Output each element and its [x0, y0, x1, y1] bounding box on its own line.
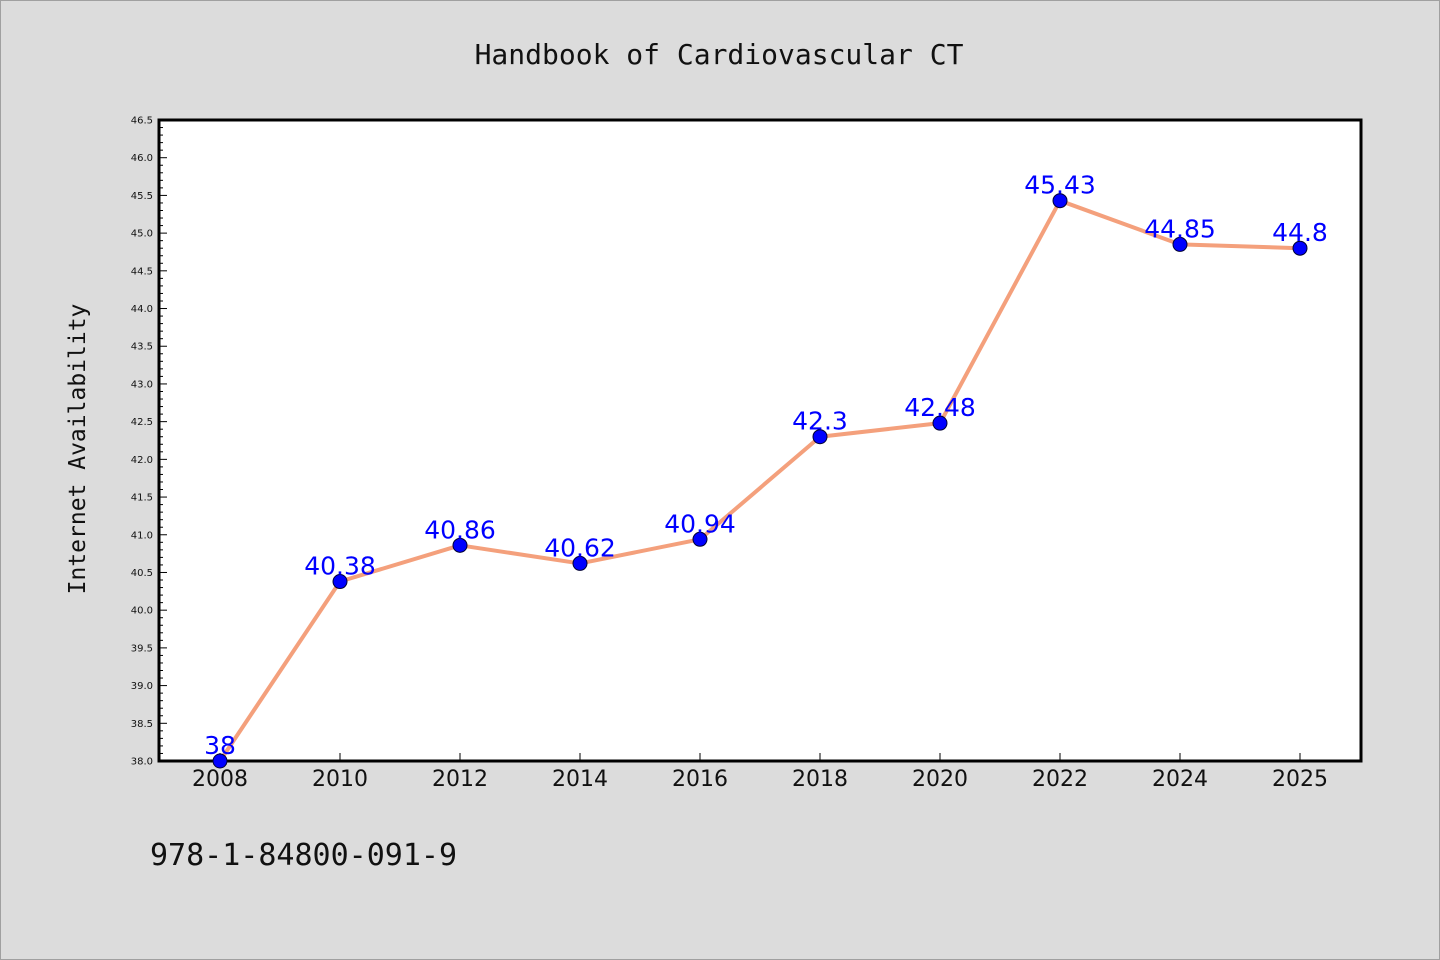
- y-tick-label: 42.5: [131, 417, 153, 428]
- data-label: 42.48: [904, 393, 976, 422]
- y-tick-label: 40.5: [131, 568, 153, 579]
- x-tick-label: 2016: [672, 767, 728, 792]
- footer-isbn: 978-1-84800-091-9: [150, 838, 457, 873]
- y-tick-label: 42.0: [131, 455, 153, 466]
- y-axis-label: Internet Availability: [65, 304, 91, 595]
- y-tick-label: 44.0: [131, 304, 153, 315]
- y-tick-label: 46.5: [131, 116, 153, 127]
- y-tick-label: 39.5: [131, 643, 153, 654]
- data-point: [1172, 236, 1188, 252]
- y-tick-label: 41.5: [131, 493, 153, 504]
- data-label: 42.3: [792, 407, 848, 436]
- y-tick-label: 38.0: [131, 757, 153, 768]
- series-line: [218, 198, 1302, 763]
- data-point: [452, 537, 468, 553]
- x-axis: 2008 2010 2012 2014 2016 2018 2020 2022 2024 2025: [192, 753, 1328, 792]
- y-tick-label: 39.0: [131, 681, 153, 692]
- data-label: 40.38: [304, 552, 376, 581]
- x-tick-label: 2025: [1272, 767, 1328, 792]
- data-point: [1052, 193, 1068, 209]
- data-labels: 38 40.38 40.86 40.62 40.94 42.3 42.48 45.43 44.8…: [204, 171, 1328, 760]
- x-tick-label: 2024: [1152, 767, 1208, 792]
- y-tick-label: 41.0: [131, 530, 153, 541]
- data-label: 40.94: [664, 509, 736, 538]
- chart-title: Handbook of Cardiovascular CT: [475, 38, 964, 71]
- y-tick-label: 45.0: [131, 229, 153, 240]
- data-label: 44.85: [1144, 214, 1216, 243]
- y-axis: 38.0 38.5 39.0 39.5 40.0 40.5 41.0 41.5 42.0 42.5…: [131, 116, 167, 768]
- x-tick-label: 2010: [312, 767, 368, 792]
- x-tick-label: 2022: [1032, 767, 1088, 792]
- x-tick-label: 2012: [432, 767, 488, 792]
- data-point: [1292, 240, 1308, 256]
- data-label: 40.62: [544, 533, 616, 562]
- data-label: 45.43: [1024, 171, 1096, 200]
- x-tick-label: 2020: [912, 767, 968, 792]
- data-point: [932, 415, 948, 431]
- series: [212, 193, 1308, 769]
- x-tick-label: 2014: [552, 767, 608, 792]
- plot-area: [157, 118, 1363, 763]
- data-point: [212, 753, 228, 769]
- y-tick-label: 43.0: [131, 379, 153, 390]
- data-point: [812, 429, 828, 445]
- y-tick-label: 44.5: [131, 266, 153, 277]
- y-tick-label: 38.5: [131, 719, 153, 730]
- data-label: 38: [204, 731, 236, 760]
- y-tick-label: 40.0: [131, 606, 153, 617]
- data-point: [572, 555, 588, 571]
- y-tick-label: 43.5: [131, 342, 153, 353]
- data-label: 44.8: [1272, 218, 1328, 247]
- data-point: [332, 574, 348, 590]
- x-tick-label: 2018: [792, 767, 848, 792]
- x-tick-label: 2008: [192, 767, 248, 792]
- data-point: [692, 531, 708, 547]
- data-label: 40.86: [424, 515, 496, 544]
- y-tick-label: 46.0: [131, 153, 153, 164]
- y-tick-label: 45.5: [131, 191, 153, 202]
